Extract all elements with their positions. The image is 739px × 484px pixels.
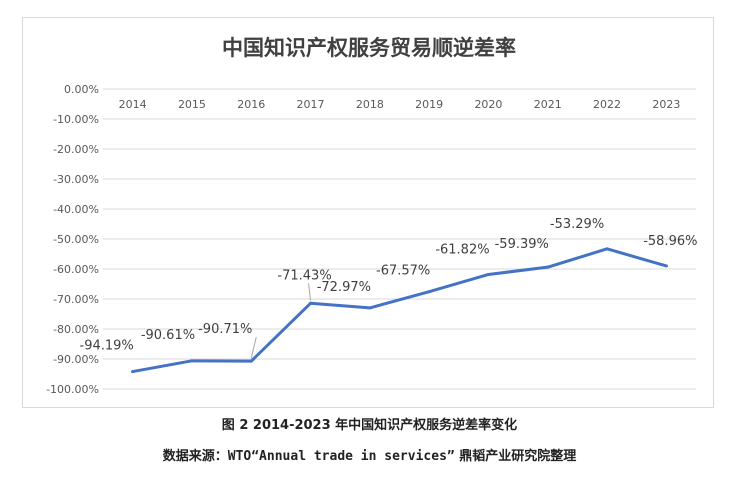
figure-caption: 图 2 2014-2023 年中国知识产权服务逆差率变化 bbox=[221, 418, 518, 433]
data-label: -94.19% bbox=[80, 339, 134, 354]
x-tick-label: 2023 bbox=[652, 98, 680, 111]
data-label: -61.82% bbox=[435, 242, 489, 257]
data-point bbox=[368, 306, 372, 310]
leader-line bbox=[250, 337, 257, 359]
data-label: -58.96% bbox=[643, 234, 697, 249]
data-label: -90.71% bbox=[198, 322, 252, 337]
data-point bbox=[605, 247, 609, 251]
data-label: -72.97% bbox=[317, 280, 371, 295]
x-tick-label: 2020 bbox=[474, 98, 502, 111]
data-point bbox=[309, 301, 313, 305]
y-tick-label: 0.00% bbox=[64, 83, 99, 96]
y-tick-label: -60.00% bbox=[53, 263, 99, 276]
data-point bbox=[249, 359, 253, 363]
data-point bbox=[664, 264, 668, 268]
data-label: -59.39% bbox=[495, 237, 549, 252]
source-suffix: 鼎韬产业研究院整理 bbox=[454, 449, 577, 464]
y-tick-label: -100.00% bbox=[46, 383, 99, 396]
x-tick-label: 2016 bbox=[237, 98, 265, 111]
y-tick-label: -10.00% bbox=[53, 113, 99, 126]
data-label: -67.57% bbox=[376, 264, 430, 279]
x-tick-label: 2017 bbox=[297, 98, 325, 111]
x-tick-label: 2019 bbox=[415, 98, 443, 111]
leader-line bbox=[308, 283, 312, 301]
line-chart: 中国知识产权服务贸易顺逆差率 0.00% -10.00% -20.00% -30.00%… bbox=[46, 36, 697, 396]
source-prefix: 数据来源： bbox=[162, 449, 228, 464]
x-tick-label: 2021 bbox=[534, 98, 562, 111]
x-tick-label: 2022 bbox=[593, 98, 621, 111]
data-label: -90.61% bbox=[141, 328, 195, 343]
series-line bbox=[131, 247, 668, 374]
y-tick-label: -70.00% bbox=[53, 293, 99, 306]
y-tick-label: -80.00% bbox=[53, 323, 99, 336]
y-tick-label: -20.00% bbox=[53, 143, 99, 156]
data-point bbox=[427, 290, 431, 294]
chart-frame: 中国知识产权服务贸易顺逆差率 0.00% -10.00% -20.00% -30.00%… bbox=[22, 17, 714, 408]
data-point bbox=[131, 370, 135, 374]
data-label: -53.29% bbox=[550, 217, 604, 232]
data-point bbox=[190, 359, 194, 363]
figure-source: 数据来源：WTO“Annual trade in services” 鼎韬产业研… bbox=[0, 445, 739, 464]
data-label: -71.43% bbox=[277, 268, 331, 283]
data-point bbox=[486, 272, 490, 276]
x-tick-label: 2014 bbox=[119, 98, 147, 111]
data-point bbox=[546, 265, 550, 269]
y-tick-label: -30.00% bbox=[53, 173, 99, 186]
y-tick-label: -40.00% bbox=[53, 203, 99, 216]
source-mono: WTO“Annual trade in services” bbox=[227, 449, 455, 464]
chart-title: 中国知识产权服务贸易顺逆差率 bbox=[222, 36, 516, 60]
y-tick-label: -90.00% bbox=[53, 353, 99, 366]
x-tick-label: 2018 bbox=[356, 98, 384, 111]
x-tick-label: 2015 bbox=[178, 98, 206, 111]
y-tick-label: -50.00% bbox=[53, 233, 99, 246]
